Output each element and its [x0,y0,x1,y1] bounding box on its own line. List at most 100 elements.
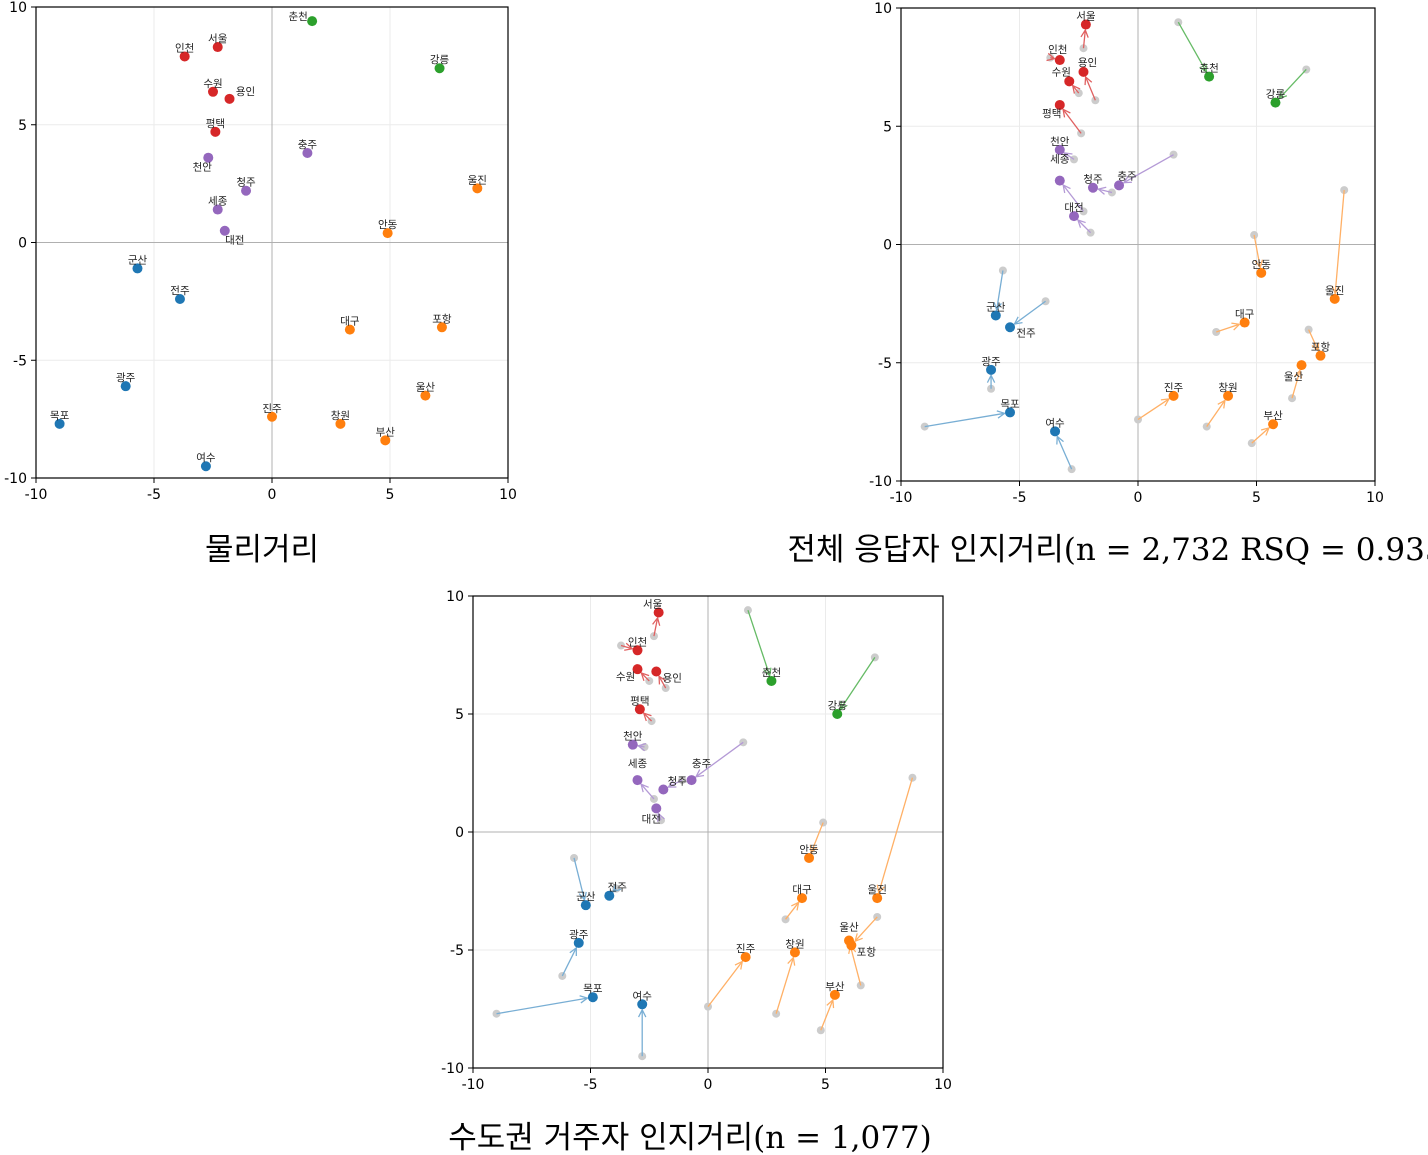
data-point [224,93,235,104]
shift-arrow [1098,189,1113,192]
data-point [1268,419,1279,430]
point-label: 강릉 [430,54,450,66]
point-label: 서울 [643,599,663,611]
shift-arrow [1177,21,1206,72]
data-point [210,126,221,137]
data-point [436,322,447,333]
point-label: 여수 [196,452,216,464]
x-tick-label: 10 [934,1077,952,1093]
data-point [637,999,648,1010]
data-point [174,294,185,305]
data-point [382,228,393,239]
caption-capital-residents: 수도권 거주자 인지거리(n = 1,077) [448,1120,932,1155]
x-tick-label: 10 [1366,490,1384,506]
point-label: 용인 [236,86,255,98]
y-tick-label: -5 [878,356,892,372]
shift-arrow [1050,58,1054,59]
data-point [208,86,218,97]
shift-arrow [638,746,644,747]
shift-arrow [668,779,683,787]
point-label: 진주 [736,943,756,955]
data-point [634,704,645,715]
y-tick-label: 5 [455,707,464,723]
shift-arrow [1291,370,1300,399]
x-tick-label: -5 [584,1077,598,1093]
y-tick-label: 5 [18,118,27,134]
point-label: 대구 [1235,309,1255,321]
point-label: 충주 [692,758,712,770]
data-point [241,185,252,196]
y-tick-label: -5 [13,353,27,369]
data-point [1005,322,1016,333]
data-point [1005,407,1016,418]
point-label: 부산 [1263,410,1283,422]
data-point [219,225,230,236]
data-point [766,675,777,686]
y-tick-label: -10 [441,1061,464,1077]
shift-arrow [785,902,799,920]
point-label: 춘천 [762,667,781,679]
point-label: 진주 [1164,382,1184,394]
shift-arrow [855,916,878,941]
data-point [1239,317,1250,328]
shift-arrow [561,948,576,977]
data-point [203,152,214,163]
point-label: 전주 [170,285,190,297]
data-point [1064,76,1075,87]
data-point [990,310,1001,321]
caption-all-respondents: 전체 응답자 인지거리(n = 2,732 RSQ = 0.935) [787,532,1428,568]
data-point [380,435,391,446]
shift-arrow [696,741,744,777]
data-point [1270,97,1281,108]
data-point [212,204,223,215]
shift-arrow [811,822,824,853]
data-point [789,947,800,958]
point-label: 서울 [1076,11,1096,23]
data-point [846,940,857,951]
data-point [1114,180,1125,191]
point-label: 안동 [378,219,398,231]
data-point [804,852,815,863]
data-point [604,890,615,901]
shift-arrow [775,958,793,1014]
data-point [632,645,643,656]
shift-arrow [1206,400,1225,427]
point-label: 광주 [569,929,589,941]
data-point [1315,350,1326,361]
data-point [587,992,598,1003]
point-label: 포항 [1311,342,1331,354]
point-label: 목포 [1000,398,1020,410]
shift-arrow [840,657,876,709]
point-label: 천안 [623,731,643,743]
shift-arrow [1063,185,1085,212]
point-label: 세종 [208,196,228,208]
data-point [986,364,997,375]
shift-arrow [1073,86,1079,94]
shift-arrow [1335,190,1345,293]
data-point [1087,182,1098,193]
y-tick-label: 10 [874,1,892,17]
point-label: 목포 [50,410,70,422]
data-point [872,893,883,904]
x-tick-label: 10 [499,487,517,503]
y-tick-label: -10 [4,471,27,487]
data-point [632,664,643,675]
shift-arrow [1124,154,1174,183]
shift-arrow [850,946,862,986]
data-point [120,381,131,392]
shift-arrow [1014,300,1046,324]
data-point [472,183,483,194]
data-point [212,42,223,53]
data-point [632,775,643,786]
data-point [1069,211,1080,222]
shift-arrow [924,413,1005,428]
point-label: 군산 [576,891,596,903]
point-label: 대전 [642,813,661,825]
x-tick-label: -5 [147,487,161,503]
point-label: 인천 [628,636,647,648]
point-label: 천안 [1050,136,1070,148]
point-label: 춘천 [1199,63,1218,75]
point-label: 춘천 [288,11,307,23]
data-point [1223,390,1234,401]
